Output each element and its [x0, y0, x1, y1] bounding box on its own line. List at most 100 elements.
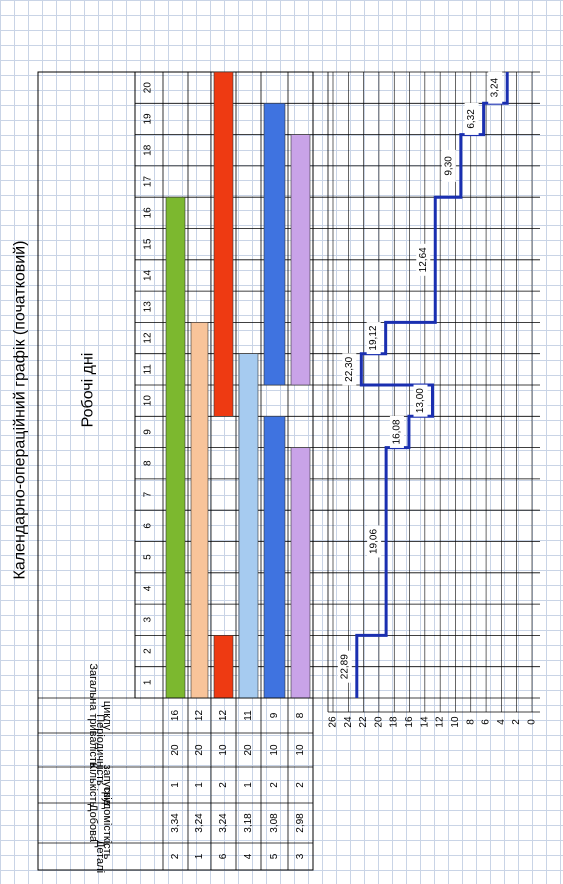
table-cell-labor: 2,98 [295, 813, 306, 833]
load-tick-0: 0 [527, 719, 538, 725]
gantt-bar-detail-6-2 [213, 71, 234, 417]
day-label-13: 13 [143, 301, 154, 313]
table-cell-detail: 5 [269, 853, 280, 859]
load-tick-24: 24 [343, 716, 354, 728]
table-cell-labor: 3,34 [170, 813, 181, 833]
load-label-bg [413, 384, 428, 417]
table-header-launches: запусків [101, 764, 113, 805]
load-label-22,30: 22,30 [344, 356, 355, 381]
load-label-bg [389, 415, 404, 448]
load-tick-18: 18 [389, 716, 400, 728]
table-header-cycle: Загальна тривалість [87, 663, 99, 768]
day-label-11: 11 [143, 364, 154, 375]
day-label-16: 16 [143, 207, 154, 219]
day-label-17: 17 [143, 176, 154, 188]
table-header-period: Періодичність [94, 714, 106, 786]
table-cell-launches: 1 [194, 782, 205, 788]
day-label-20: 20 [143, 82, 154, 94]
load-label-6,32: 6,32 [466, 109, 477, 129]
load-tick-14: 14 [419, 716, 430, 728]
load-tick-8: 8 [465, 719, 476, 725]
load-label-bg [367, 525, 382, 558]
load-tick-22: 22 [358, 716, 369, 728]
load-label-13,00: 13,00 [415, 388, 426, 413]
gantt-bar-detail-1-1 [190, 322, 209, 699]
day-label-19: 19 [143, 113, 154, 125]
day-label-9: 9 [143, 429, 154, 435]
table-cell-detail: 3 [295, 853, 306, 859]
table-cell-labor: 3,24 [218, 813, 229, 833]
load-tick-16: 16 [404, 716, 415, 728]
load-tick-2: 2 [511, 719, 522, 725]
table-cell-cycle: 9 [269, 712, 280, 718]
load-label-19,06: 19,06 [369, 529, 380, 554]
day-label-18: 18 [143, 144, 154, 156]
table-header-cycle: циклу [101, 701, 113, 731]
table-cell-detail: 4 [243, 853, 254, 859]
table-cell-period: 10 [218, 744, 229, 756]
table-cell-period: 10 [295, 744, 306, 756]
load-label-12,64: 12,64 [418, 247, 429, 272]
day-label-10: 10 [143, 395, 154, 407]
day-label-7: 7 [143, 491, 154, 497]
gantt-bar-detail-5-2 [263, 103, 286, 386]
days-header: Робочі дні [80, 353, 97, 428]
day-label-3: 3 [143, 617, 154, 623]
load-label-22,89: 22,89 [339, 654, 350, 679]
table-cell-launches: 1 [170, 782, 181, 788]
table-cell-labor: 3,08 [269, 813, 280, 833]
table-cell-cycle: 11 [243, 710, 254, 721]
load-label-bg [441, 149, 456, 182]
table-header-labor: Добова [87, 804, 99, 843]
load-label-bg [342, 353, 357, 386]
gantt-bar-detail-4-1 [238, 353, 259, 699]
load-label-bg [416, 243, 431, 276]
gantt-bar-detail-2-1 [165, 196, 186, 699]
table-cell-detail: 6 [218, 853, 229, 859]
table-header-labor: трудомісткість [101, 787, 113, 860]
load-label-bg [366, 322, 381, 355]
load-tick-20: 20 [373, 716, 384, 728]
load-label-3,24: 3,24 [490, 77, 501, 97]
table-cell-period: 20 [194, 744, 205, 756]
chart-title: Календарно-операційний графік (початкови… [12, 241, 29, 580]
table-cell-launches: 2 [295, 782, 306, 788]
table-header-detail: Деталі [94, 840, 106, 873]
load-tick-12: 12 [435, 716, 446, 728]
table-cell-launches: 2 [269, 782, 280, 788]
table-cell-labor: 3,18 [243, 813, 254, 833]
load-tick-6: 6 [481, 719, 492, 725]
table-cell-cycle: 8 [295, 712, 306, 718]
table-cell-cycle: 12 [194, 710, 205, 722]
table-cell-period: 20 [170, 744, 181, 756]
gantt-bar-detail-6-1 [213, 635, 234, 699]
day-label-2: 2 [143, 648, 154, 654]
table-cell-period: 20 [243, 744, 254, 756]
day-label-14: 14 [143, 269, 154, 281]
day-label-1: 1 [143, 679, 154, 685]
table-header-launches: Кількість [87, 763, 99, 808]
table-cell-cycle: 16 [170, 710, 181, 722]
table-cell-launches: 1 [243, 782, 254, 788]
load-label-bg [464, 102, 479, 135]
table-cell-detail: 2 [170, 853, 181, 859]
table-cell-launches: 2 [218, 782, 229, 788]
day-label-12: 12 [143, 332, 154, 344]
gantt-bar-detail-5-1 [263, 415, 286, 699]
day-label-15: 15 [143, 238, 154, 250]
gantt-bar-detail-3-2 [290, 134, 311, 386]
load-label-bg [337, 650, 352, 683]
day-label-8: 8 [143, 460, 154, 466]
load-tick-4: 4 [496, 719, 507, 725]
table-cell-detail: 1 [194, 853, 205, 859]
load-label-19,12: 19,12 [368, 325, 379, 350]
day-label-4: 4 [143, 585, 154, 591]
load-tick-10: 10 [450, 716, 461, 728]
table-cell-period: 10 [269, 744, 280, 756]
load-tick-26: 26 [328, 716, 339, 728]
table-cell-cycle: 12 [218, 710, 229, 722]
chart-group: Календарно-операційний графік (початкови… [12, 71, 540, 873]
load-label-9,30: 9,30 [443, 156, 454, 176]
gantt-bar-detail-3-1 [290, 447, 311, 699]
